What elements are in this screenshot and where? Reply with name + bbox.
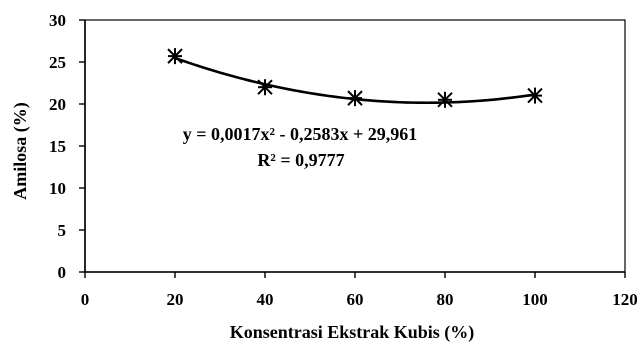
data-point: [527, 87, 543, 104]
y-tick-label: 15: [49, 137, 66, 156]
x-tick-label: 120: [612, 290, 638, 309]
y-tick-label: 30: [49, 11, 66, 30]
y-tick-label: 5: [58, 221, 67, 240]
plot-border: [84, 19, 626, 273]
y-tick-label: 10: [49, 179, 66, 198]
x-ticks: 0 20 40 60 80 100 120: [81, 272, 638, 309]
y-tick-label: 0: [58, 263, 67, 282]
data-point: [437, 91, 453, 108]
data-point: [257, 79, 273, 96]
x-tick-label: 20: [167, 290, 184, 309]
x-axis-title: Konsentrasi Ekstrak Kubis (%): [230, 322, 475, 343]
x-tick-label: 100: [522, 290, 548, 309]
r-squared-label: R² = 0,9777: [257, 150, 344, 170]
plot-area: [84, 19, 626, 273]
axes: 0 20 40 60 80 100 120 0 5 10 15 20 25 30: [49, 11, 638, 309]
data-point: [167, 48, 183, 65]
x-tick-label: 40: [257, 290, 274, 309]
y-axis-title: Amilosa (%): [10, 102, 31, 200]
trendline-equation: y = 0,0017x² - 0,2583x + 29,961: [183, 124, 417, 144]
x-tick-label: 60: [347, 290, 364, 309]
y-ticks: 0 5 10 15 20 25 30: [49, 11, 85, 282]
y-tick-label: 25: [49, 53, 66, 72]
data-point: [347, 90, 363, 107]
data-markers: [167, 48, 543, 108]
y-tick-label: 20: [49, 95, 66, 114]
x-tick-label: 0: [81, 290, 90, 309]
x-tick-label: 80: [437, 290, 454, 309]
